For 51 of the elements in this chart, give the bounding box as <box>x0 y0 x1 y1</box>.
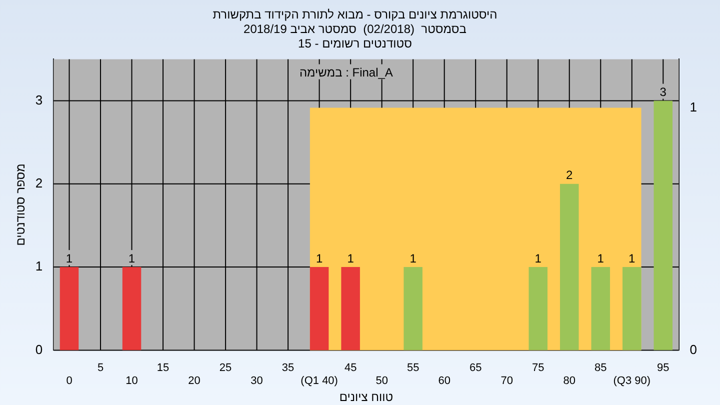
x-tick-label: 20 <box>188 375 200 388</box>
chart-title: היסטוגרמת ציונים בקורס - מבוא לתורת הקידוד בתקשורת <box>212 8 498 22</box>
bar <box>404 267 422 350</box>
y-tick-label: 0 <box>35 342 43 357</box>
annotation: במשימה : Final_A <box>299 66 393 80</box>
bar <box>122 267 142 350</box>
data-label: 1 <box>316 251 323 266</box>
data-label: 1 <box>347 251 354 266</box>
x-tick-label: 0 <box>66 375 72 388</box>
x-tick-label: (Q1 40) <box>300 375 338 388</box>
bar <box>341 267 360 350</box>
bar <box>528 267 548 350</box>
x-axis-title: טווח ציונים <box>339 390 394 404</box>
bar <box>310 267 329 350</box>
bar <box>60 267 79 350</box>
data-label: 3 <box>660 85 667 100</box>
y-axis-title: מספר סטודנטים <box>14 164 28 246</box>
x-tick-label: 60 <box>438 375 450 388</box>
y2-tick-label: 1 <box>690 99 698 114</box>
bar <box>654 100 673 350</box>
data-label: 1 <box>128 251 136 266</box>
chart-subtitle: בסמסטר (02/2018) סמסטר אביב 2018/19 סטודנטים רשומים - 15 <box>244 22 466 50</box>
y2-tick-label: 0 <box>690 342 698 357</box>
x-tick-label: 5 <box>97 362 104 374</box>
x-tick-label: 10 <box>126 375 138 388</box>
x-tick-label: 70 <box>500 375 513 388</box>
data-label: 1 <box>410 251 417 266</box>
bar <box>591 267 610 350</box>
x-tick-label: 75 <box>532 362 544 374</box>
x-tick-label: 45 <box>344 362 357 374</box>
x-tick-label: (Q3 90) <box>613 375 651 388</box>
y-tick-label: 3 <box>35 92 43 108</box>
data-label: 1 <box>534 251 542 266</box>
data-label: 1 <box>628 251 636 266</box>
y-tick-label: 2 <box>35 175 43 190</box>
x-tick-label: 50 <box>376 375 388 388</box>
bar <box>560 184 579 350</box>
x-tick-label: 25 <box>219 362 232 374</box>
data-label: 1 <box>66 251 73 266</box>
x-tick-label: 95 <box>657 362 670 374</box>
bar <box>622 267 642 350</box>
x-tick-label: 55 <box>406 362 420 374</box>
y-tick-label: 1 <box>35 258 43 274</box>
data-label: 1 <box>597 251 604 266</box>
x-tick-label: 15 <box>156 362 170 374</box>
x-tick-label: 35 <box>282 362 294 374</box>
x-tick-label: 65 <box>469 362 482 374</box>
data-label: 2 <box>566 168 574 182</box>
x-tick-label: 85 <box>594 362 607 374</box>
x-tick-label: 30 <box>250 375 263 388</box>
x-tick-label: 80 <box>563 375 576 388</box>
